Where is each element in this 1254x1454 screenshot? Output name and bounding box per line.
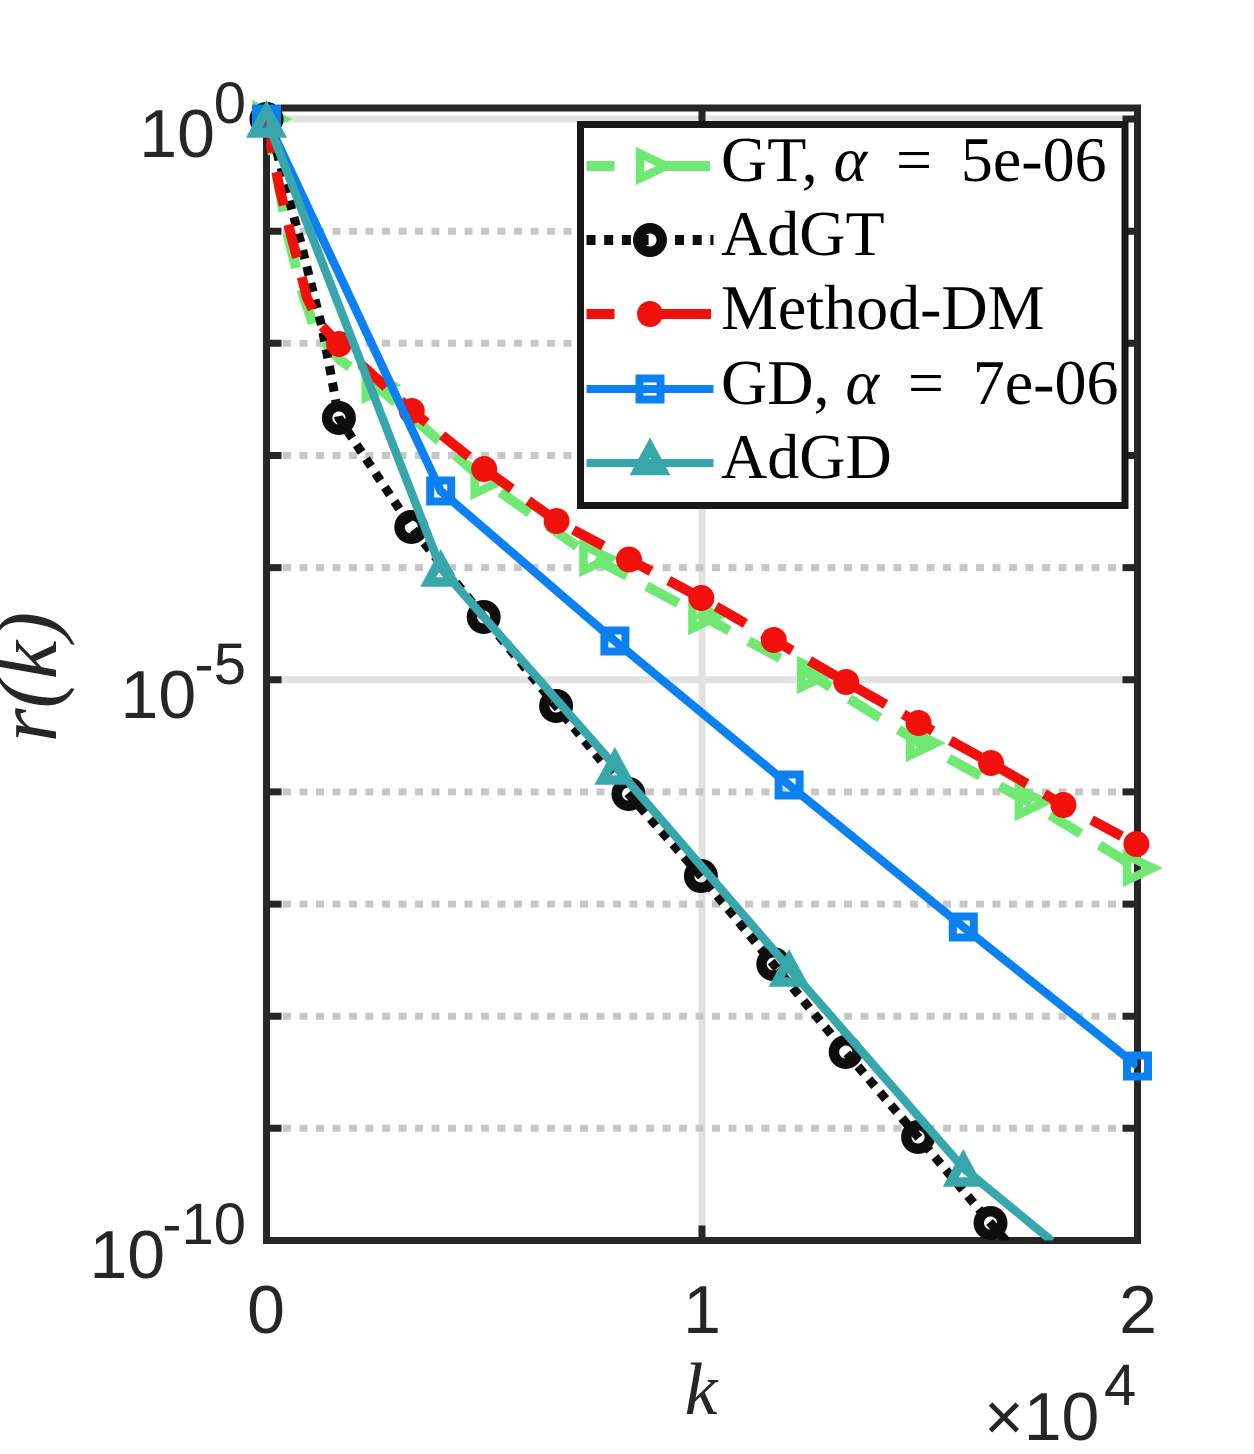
svg-text:4: 4 <box>1104 1353 1136 1418</box>
svg-text:10: 10 <box>139 96 215 172</box>
svg-text:AdGD: AdGD <box>721 421 892 492</box>
svg-text:-10: -10 <box>162 1192 246 1257</box>
svg-text:r(k): r(k) <box>0 612 75 742</box>
svg-text:1: 1 <box>683 1272 721 1348</box>
svg-text:Method-DM: Method-DM <box>721 272 1045 343</box>
svg-text:×10: ×10 <box>984 1379 1099 1454</box>
svg-text:0: 0 <box>214 71 246 136</box>
svg-text:-5: -5 <box>194 632 246 697</box>
svg-text:GD, α = 7e-06: GD, α = 7e-06 <box>721 347 1118 418</box>
svg-text:10: 10 <box>89 1217 165 1293</box>
svg-text:GT, α = 5e-06: GT, α = 5e-06 <box>721 124 1107 195</box>
svg-text:0: 0 <box>247 1272 285 1348</box>
svg-text:2: 2 <box>1119 1272 1157 1348</box>
svg-text:10: 10 <box>121 657 197 733</box>
svg-text:k: k <box>685 1349 719 1431</box>
svg-text:AdGT: AdGT <box>721 198 885 269</box>
